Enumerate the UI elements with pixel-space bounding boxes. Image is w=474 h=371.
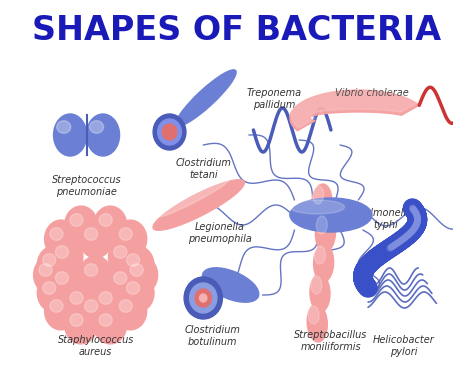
Text: Helicobacter
pylori: Helicobacter pylori [373,335,435,357]
Ellipse shape [119,228,132,240]
Ellipse shape [64,306,98,344]
Ellipse shape [57,121,71,133]
Ellipse shape [313,186,324,204]
Ellipse shape [121,246,154,284]
Text: Salmonella
typhi: Salmonella typhi [358,208,413,230]
Ellipse shape [50,264,83,302]
Ellipse shape [316,216,327,234]
Ellipse shape [94,306,127,344]
Text: Staphylococcus
aureus: Staphylococcus aureus [57,335,134,357]
Ellipse shape [90,121,104,133]
Ellipse shape [94,206,127,244]
Ellipse shape [99,292,112,304]
Ellipse shape [34,256,66,294]
Ellipse shape [84,300,98,312]
Ellipse shape [79,256,112,294]
Ellipse shape [190,283,217,313]
Ellipse shape [64,206,98,244]
Ellipse shape [84,228,98,240]
Ellipse shape [45,220,77,258]
Ellipse shape [70,214,83,226]
Ellipse shape [86,114,119,156]
Ellipse shape [311,276,322,294]
Ellipse shape [315,246,326,264]
Ellipse shape [109,238,141,276]
Ellipse shape [312,184,332,222]
Ellipse shape [43,254,56,266]
Ellipse shape [109,264,141,302]
Text: SHAPES OF BACTERIA: SHAPES OF BACTERIA [32,13,442,46]
Text: Clostridium
botulinum: Clostridium botulinum [184,325,240,347]
Ellipse shape [114,246,127,258]
Ellipse shape [176,70,236,126]
Ellipse shape [202,268,259,302]
Ellipse shape [114,272,127,284]
Ellipse shape [64,284,98,322]
Ellipse shape [84,264,98,276]
Ellipse shape [200,294,207,302]
Ellipse shape [55,272,68,284]
Ellipse shape [307,304,328,342]
Ellipse shape [99,214,112,226]
Ellipse shape [37,246,70,284]
Ellipse shape [184,277,222,319]
Ellipse shape [39,264,52,276]
Ellipse shape [50,228,63,240]
Ellipse shape [153,180,245,230]
Ellipse shape [314,244,334,282]
Ellipse shape [94,284,127,322]
Text: Treponema
pallidum: Treponema pallidum [247,88,302,109]
Ellipse shape [127,254,140,266]
Ellipse shape [99,314,112,326]
Text: Legionella
pneumophila: Legionella pneumophila [188,222,252,244]
Ellipse shape [162,124,177,140]
Ellipse shape [308,306,319,324]
Ellipse shape [290,200,345,214]
Ellipse shape [125,256,158,294]
Text: Streptobacillus
moniliformis: Streptobacillus moniliformis [294,330,368,352]
Ellipse shape [119,300,132,312]
Ellipse shape [290,198,372,232]
Ellipse shape [37,274,70,312]
Ellipse shape [70,292,83,304]
Ellipse shape [79,292,112,330]
Ellipse shape [43,282,56,294]
Ellipse shape [195,289,211,307]
Ellipse shape [50,238,83,276]
Text: Vibrio cholerae: Vibrio cholerae [335,88,409,98]
Polygon shape [291,87,418,128]
Ellipse shape [121,274,154,312]
Ellipse shape [158,119,182,145]
Ellipse shape [153,114,186,150]
Ellipse shape [45,292,77,330]
Ellipse shape [315,214,336,252]
Ellipse shape [114,292,147,330]
Text: Streptococcus
pneumoniae: Streptococcus pneumoniae [52,175,121,197]
Ellipse shape [155,178,229,217]
Ellipse shape [130,264,143,276]
Ellipse shape [79,220,112,258]
Ellipse shape [127,282,140,294]
Ellipse shape [55,246,68,258]
Ellipse shape [310,274,330,312]
Polygon shape [290,90,419,131]
Ellipse shape [50,300,63,312]
Text: Clostridium
tetani: Clostridium tetani [175,158,231,180]
Ellipse shape [70,314,83,326]
Ellipse shape [54,114,87,156]
Ellipse shape [114,220,147,258]
